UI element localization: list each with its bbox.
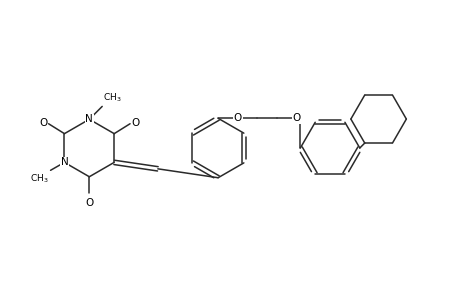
- Text: CH$_3$: CH$_3$: [30, 172, 49, 185]
- Text: O: O: [291, 113, 300, 123]
- Text: O: O: [131, 118, 139, 128]
- Text: O: O: [233, 113, 241, 123]
- Text: O: O: [39, 118, 48, 128]
- Text: CH$_3$: CH$_3$: [103, 92, 122, 104]
- Text: N: N: [85, 114, 93, 124]
- Text: O: O: [85, 198, 93, 208]
- Text: N: N: [61, 158, 68, 167]
